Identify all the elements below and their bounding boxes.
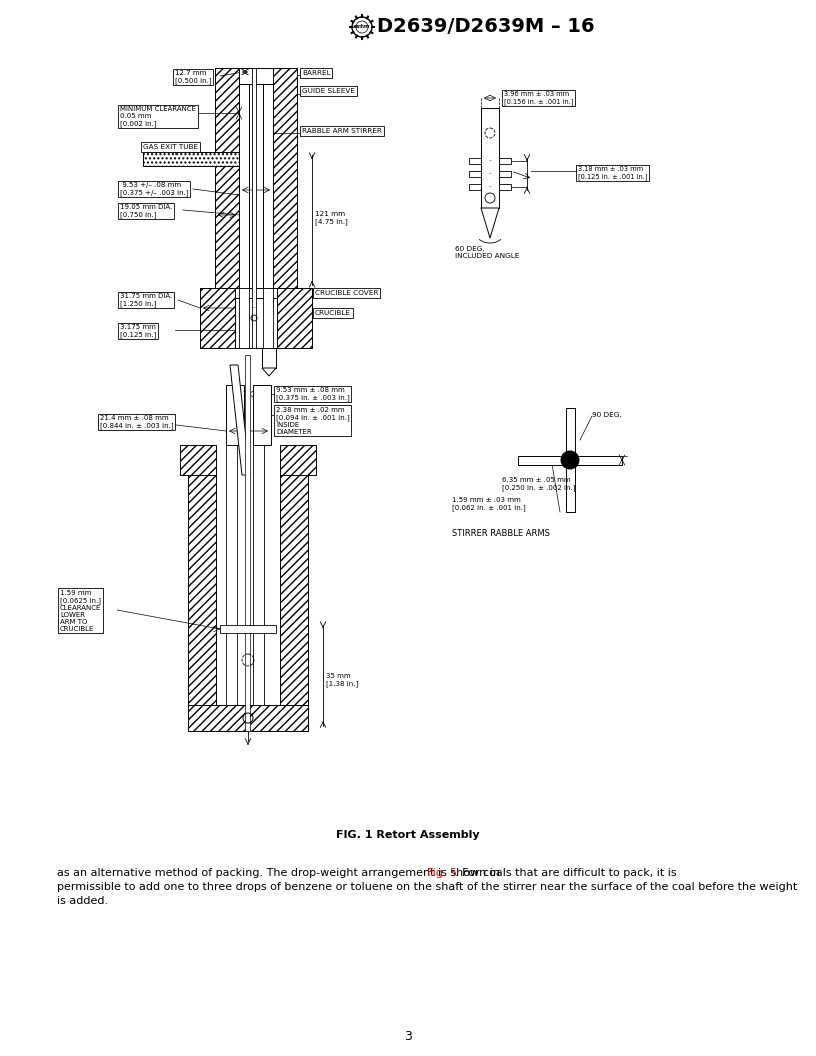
Text: 1.59 mm
[0.0625 in.]
CLEARANCE
LOWER
ARM TO
CRUCIBLE: 1.59 mm [0.0625 in.] CLEARANCE LOWER ARM… [60,590,101,631]
Polygon shape [262,367,276,376]
Text: 1.59 mm ± .03 mm
[0.062 in. ± .001 in.]: 1.59 mm ± .03 mm [0.062 in. ± .001 in.] [452,497,526,511]
Bar [499,171,511,177]
Bar [277,288,312,348]
Text: 90 DEG.: 90 DEG. [592,412,622,418]
Bar [277,288,312,348]
Text: 12.7 mm
[0.500 in.]: 12.7 mm [0.500 in.] [175,70,211,83]
Text: 6.35 mm ± .05 mm
[0.250 in. ± .002 in.]: 6.35 mm ± .05 mm [0.250 in. ± .002 in.] [502,477,575,491]
Bar [263,288,273,348]
Text: 60 DEG.
INCLUDED ANGLE: 60 DEG. INCLUDED ANGLE [455,246,519,259]
Bar [188,705,308,731]
Text: CRUCIBLE COVER: CRUCIBLE COVER [315,290,379,296]
Bar [220,625,276,633]
Bar [235,288,277,298]
Text: GAS EXIT TUBE: GAS EXIT TUBE [143,144,198,150]
Text: –: – [253,305,255,310]
Text: Fig. 5: Fig. 5 [427,868,457,878]
Text: GUIDE SLEEVE: GUIDE SLEEVE [302,88,355,94]
Text: 35 mm
[1.38 in.]: 35 mm [1.38 in.] [326,673,358,686]
Text: 21.4 mm ± .08 mm
[0.844 in. ± .003 in.]: 21.4 mm ± .08 mm [0.844 in. ± .003 in.] [100,415,174,429]
Bar [239,288,249,348]
Bar [188,705,308,731]
Bar [226,385,244,445]
Text: 19.05 mm DIA.
[0.750 in.]: 19.05 mm DIA. [0.750 in.] [120,204,172,218]
Bar [481,108,499,208]
Text: 9.53 mm ± .08 mm
[0.375 in. ± .003 in.]: 9.53 mm ± .08 mm [0.375 in. ± .003 in.] [276,386,350,400]
Bar [518,456,622,465]
Text: as an alternative method of packing. The drop-weight arrangement is shown in: as an alternative method of packing. The… [57,868,503,878]
Bar [200,288,235,348]
Text: astm: astm [353,24,370,30]
Text: 31.75 mm DIA.
[1.250 in.]: 31.75 mm DIA. [1.250 in.] [120,293,172,306]
Text: CRUCIBLE: CRUCIBLE [315,310,351,316]
Text: –: – [489,171,491,176]
Text: 2.38 mm ± .02 mm
[0.094 in. ± .001 in.]
INSIDE
DIAMETER: 2.38 mm ± .02 mm [0.094 in. ± .001 in.] … [276,407,350,435]
Bar [245,355,250,731]
Bar [239,68,273,84]
Bar [200,288,235,348]
Bar [273,68,297,288]
Bar [239,84,249,288]
Text: STIRRER RABBLE ARMS: STIRRER RABBLE ARMS [452,529,550,538]
Bar [215,68,239,288]
Bar [262,348,276,367]
Bar [215,68,239,288]
Text: –: – [489,185,491,189]
Bar [263,84,273,288]
Text: FIG. 1 Retort Assembly: FIG. 1 Retort Assembly [336,830,480,840]
Text: 3: 3 [404,1030,412,1043]
Bar [180,445,216,475]
Bar [273,68,297,288]
Bar [252,68,256,348]
Text: 3.96 mm ± .03 mm
[0.156 in. ± .001 in.]: 3.96 mm ± .03 mm [0.156 in. ± .001 in.] [504,91,574,105]
Bar [253,385,271,445]
Text: BARREL: BARREL [302,70,330,76]
Text: 9.53 +/– .08 mm
[0.375 +/– .003 in.]: 9.53 +/– .08 mm [0.375 +/– .003 in.] [120,182,188,195]
Text: RABBLE ARM STIRRER: RABBLE ARM STIRRER [302,128,382,134]
Bar [143,152,239,166]
Bar [469,171,481,177]
Bar [280,445,316,475]
Text: MINIMUM CLEARANCE
0.05 mm
[0.002 in.]: MINIMUM CLEARANCE 0.05 mm [0.002 in.] [120,106,196,127]
Bar [235,298,277,348]
Text: 121 mm
[4.75 in.]: 121 mm [4.75 in.] [315,211,348,225]
Text: . For coals that are difficult to pack, it is: . For coals that are difficult to pack, … [455,868,676,878]
Polygon shape [230,365,250,475]
Bar [188,475,216,705]
Bar [188,475,216,705]
Bar [253,445,264,705]
Text: permissible to add one to three drops of benzene or toluene on the shaft of the : permissible to add one to three drops of… [57,882,797,892]
Text: D2639/D2639M – 16: D2639/D2639M – 16 [377,18,595,37]
Bar [499,158,511,164]
Bar [499,184,511,190]
Circle shape [561,451,579,469]
Text: 3.175 mm
[0.125 in.]: 3.175 mm [0.125 in.] [120,324,157,338]
Bar [469,158,481,164]
Polygon shape [481,208,499,238]
Bar [469,184,481,190]
Text: 3.18 mm ± .03 mm
[0.125 in. ± .001 in.]: 3.18 mm ± .03 mm [0.125 in. ± .001 in.] [578,166,648,180]
Bar [280,475,308,705]
Text: is added.: is added. [57,895,109,906]
Bar [226,445,237,705]
Bar [280,475,308,705]
Text: –: – [489,158,491,164]
Bar [566,408,575,512]
